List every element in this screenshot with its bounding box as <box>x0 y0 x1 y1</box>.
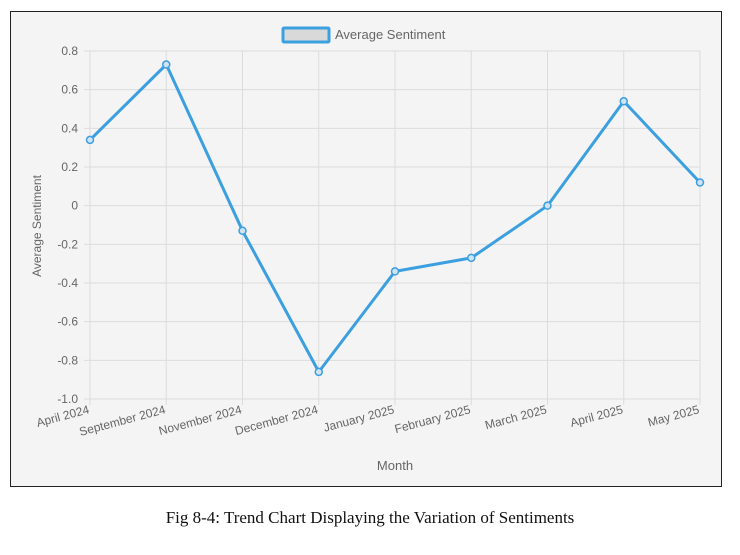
y-tick-label: -0.6 <box>57 315 78 329</box>
x-axis-label: Month <box>377 458 413 473</box>
line-chart: 0.8 0.6 0.4 0.2 0 -0.2 -0.4 -0.6 -0.8 -1.0 April … <box>30 26 705 473</box>
y-tick-label: 0.8 <box>61 44 78 58</box>
chart-frame: 0.8 0.6 0.4 0.2 0 -0.2 -0.4 -0.6 -0.8 -1.0 April … <box>10 11 722 487</box>
x-tick-label: January 2025 <box>322 402 396 434</box>
y-axis-label: Average Sentiment <box>30 174 44 277</box>
data-point <box>314 367 323 377</box>
grid-lines <box>84 50 701 405</box>
x-tick-label: September 2024 <box>78 402 168 439</box>
data-point <box>238 226 247 236</box>
x-tick-label: April 2025 <box>569 402 625 430</box>
x-tick-label: March 2025 <box>483 402 548 432</box>
x-tick-label: May 2025 <box>646 402 701 429</box>
data-point <box>85 135 95 145</box>
data-point <box>619 97 628 106</box>
legend[interactable]: Average Sentiment <box>281 26 446 44</box>
y-tick-label: 0.2 <box>61 160 78 174</box>
y-tick-label: -0.2 <box>57 237 78 251</box>
data-point <box>543 201 552 210</box>
legend-swatch <box>281 26 331 44</box>
y-tick-labels: 0.8 0.6 0.4 0.2 0 -0.2 -0.4 -0.6 -0.8 -1.0 <box>57 44 78 406</box>
y-tick-label: 0.4 <box>61 121 78 135</box>
y-tick-label: -1.0 <box>57 392 78 406</box>
data-point <box>467 253 476 263</box>
series-points <box>85 60 705 377</box>
y-tick-label: -0.4 <box>57 276 78 290</box>
legend-label: Average Sentiment <box>335 27 446 42</box>
figure-caption: Fig 8-4: Trend Chart Displaying the Vari… <box>165 508 575 527</box>
y-tick-label: 0.6 <box>61 83 78 97</box>
x-tick-label: November 2024 <box>157 402 243 438</box>
data-point <box>695 178 705 187</box>
data-point <box>390 267 400 276</box>
x-tick-label: December 2024 <box>233 402 319 438</box>
x-tick-label: February 2025 <box>393 402 472 436</box>
y-tick-label: 0 <box>71 199 78 213</box>
y-tick-label: -0.8 <box>57 353 78 367</box>
data-point <box>162 60 171 69</box>
